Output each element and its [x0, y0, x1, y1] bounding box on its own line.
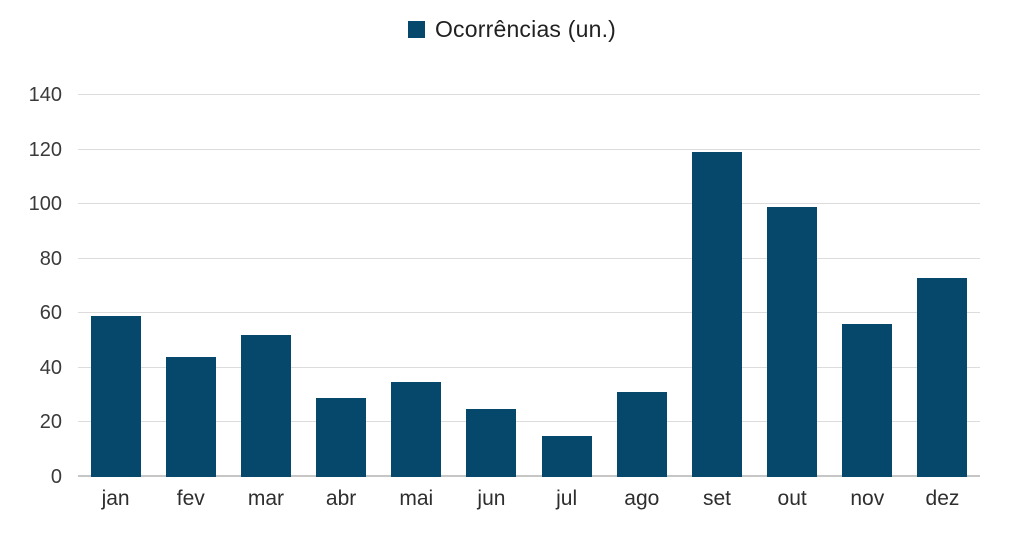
gridline-100	[78, 203, 980, 205]
gridline-80	[78, 257, 980, 259]
x-axis: jan fev mar abr mai jun jul ago set out nov dez	[78, 487, 980, 511]
bar-out	[767, 206, 818, 477]
x-tick-label-dez: dez	[925, 487, 960, 510]
x-tick-label-nov: nov	[850, 487, 885, 510]
y-tick-label-80: 80	[39, 247, 62, 270]
bar-slot-mar	[228, 95, 303, 477]
legend-label: Ocorrências (un.)	[434, 16, 617, 42]
bar-mar	[240, 335, 291, 477]
gridline-40	[78, 366, 980, 368]
bars-series	[78, 95, 980, 477]
bar-slot-abr	[304, 95, 379, 477]
x-tick-label-fev: fev	[176, 487, 205, 510]
x-tick-label-mai: mai	[399, 487, 434, 510]
y-tick-label-60: 60	[39, 302, 62, 325]
x-tick-label-jun: jun	[477, 487, 506, 510]
bar-slot-dez	[905, 95, 980, 477]
bar-jun	[466, 408, 517, 477]
bar-jan	[90, 316, 141, 477]
plot-area	[78, 94, 980, 477]
gridline-20	[78, 421, 980, 423]
bar-jul	[541, 436, 592, 477]
y-tick-label-100: 100	[28, 193, 62, 216]
x-tick-label-ago: ago	[624, 487, 660, 510]
y-tick-label-20: 20	[39, 411, 62, 434]
y-tick-label-120: 120	[28, 138, 62, 161]
bar-slot-set	[679, 95, 754, 477]
legend-marker-icon	[407, 21, 425, 38]
gridline-120	[78, 148, 980, 150]
x-tick-label-set: set	[702, 487, 731, 510]
bar-ago	[616, 392, 667, 477]
gridline-60	[78, 312, 980, 314]
gridline-140	[78, 94, 980, 95]
y-axis: 0 20 40 60 80 100 120 140	[0, 84, 62, 488]
bar-set	[691, 152, 742, 477]
x-tick-label-jan: jan	[101, 487, 130, 510]
bar-slot-jan	[78, 95, 153, 477]
bar-nov	[842, 324, 893, 477]
y-tick-label-0: 0	[50, 466, 62, 488]
gridline-0	[78, 475, 980, 477]
bar-mai	[391, 381, 442, 477]
bar-slot-out	[755, 95, 830, 477]
bar-slot-fev	[153, 95, 228, 477]
bar-slot-jul	[529, 95, 604, 477]
x-tick-label-abr: abr	[325, 487, 357, 510]
bar-fev	[165, 356, 216, 477]
bar-slot-ago	[604, 95, 679, 477]
bar-slot-nov	[830, 95, 905, 477]
y-tick-label-140: 140	[28, 84, 62, 106]
y-tick-label-40: 40	[39, 356, 62, 379]
bar-abr	[316, 397, 367, 477]
legend: Ocorrências (un.)	[0, 16, 1024, 43]
x-tick-label-mar: mar	[247, 487, 285, 510]
x-tick-label-out: out	[777, 487, 807, 510]
x-tick-label-jul: jul	[556, 487, 578, 510]
bar-slot-mai	[379, 95, 454, 477]
bar-dez	[917, 277, 968, 477]
bar-slot-jun	[454, 95, 529, 477]
